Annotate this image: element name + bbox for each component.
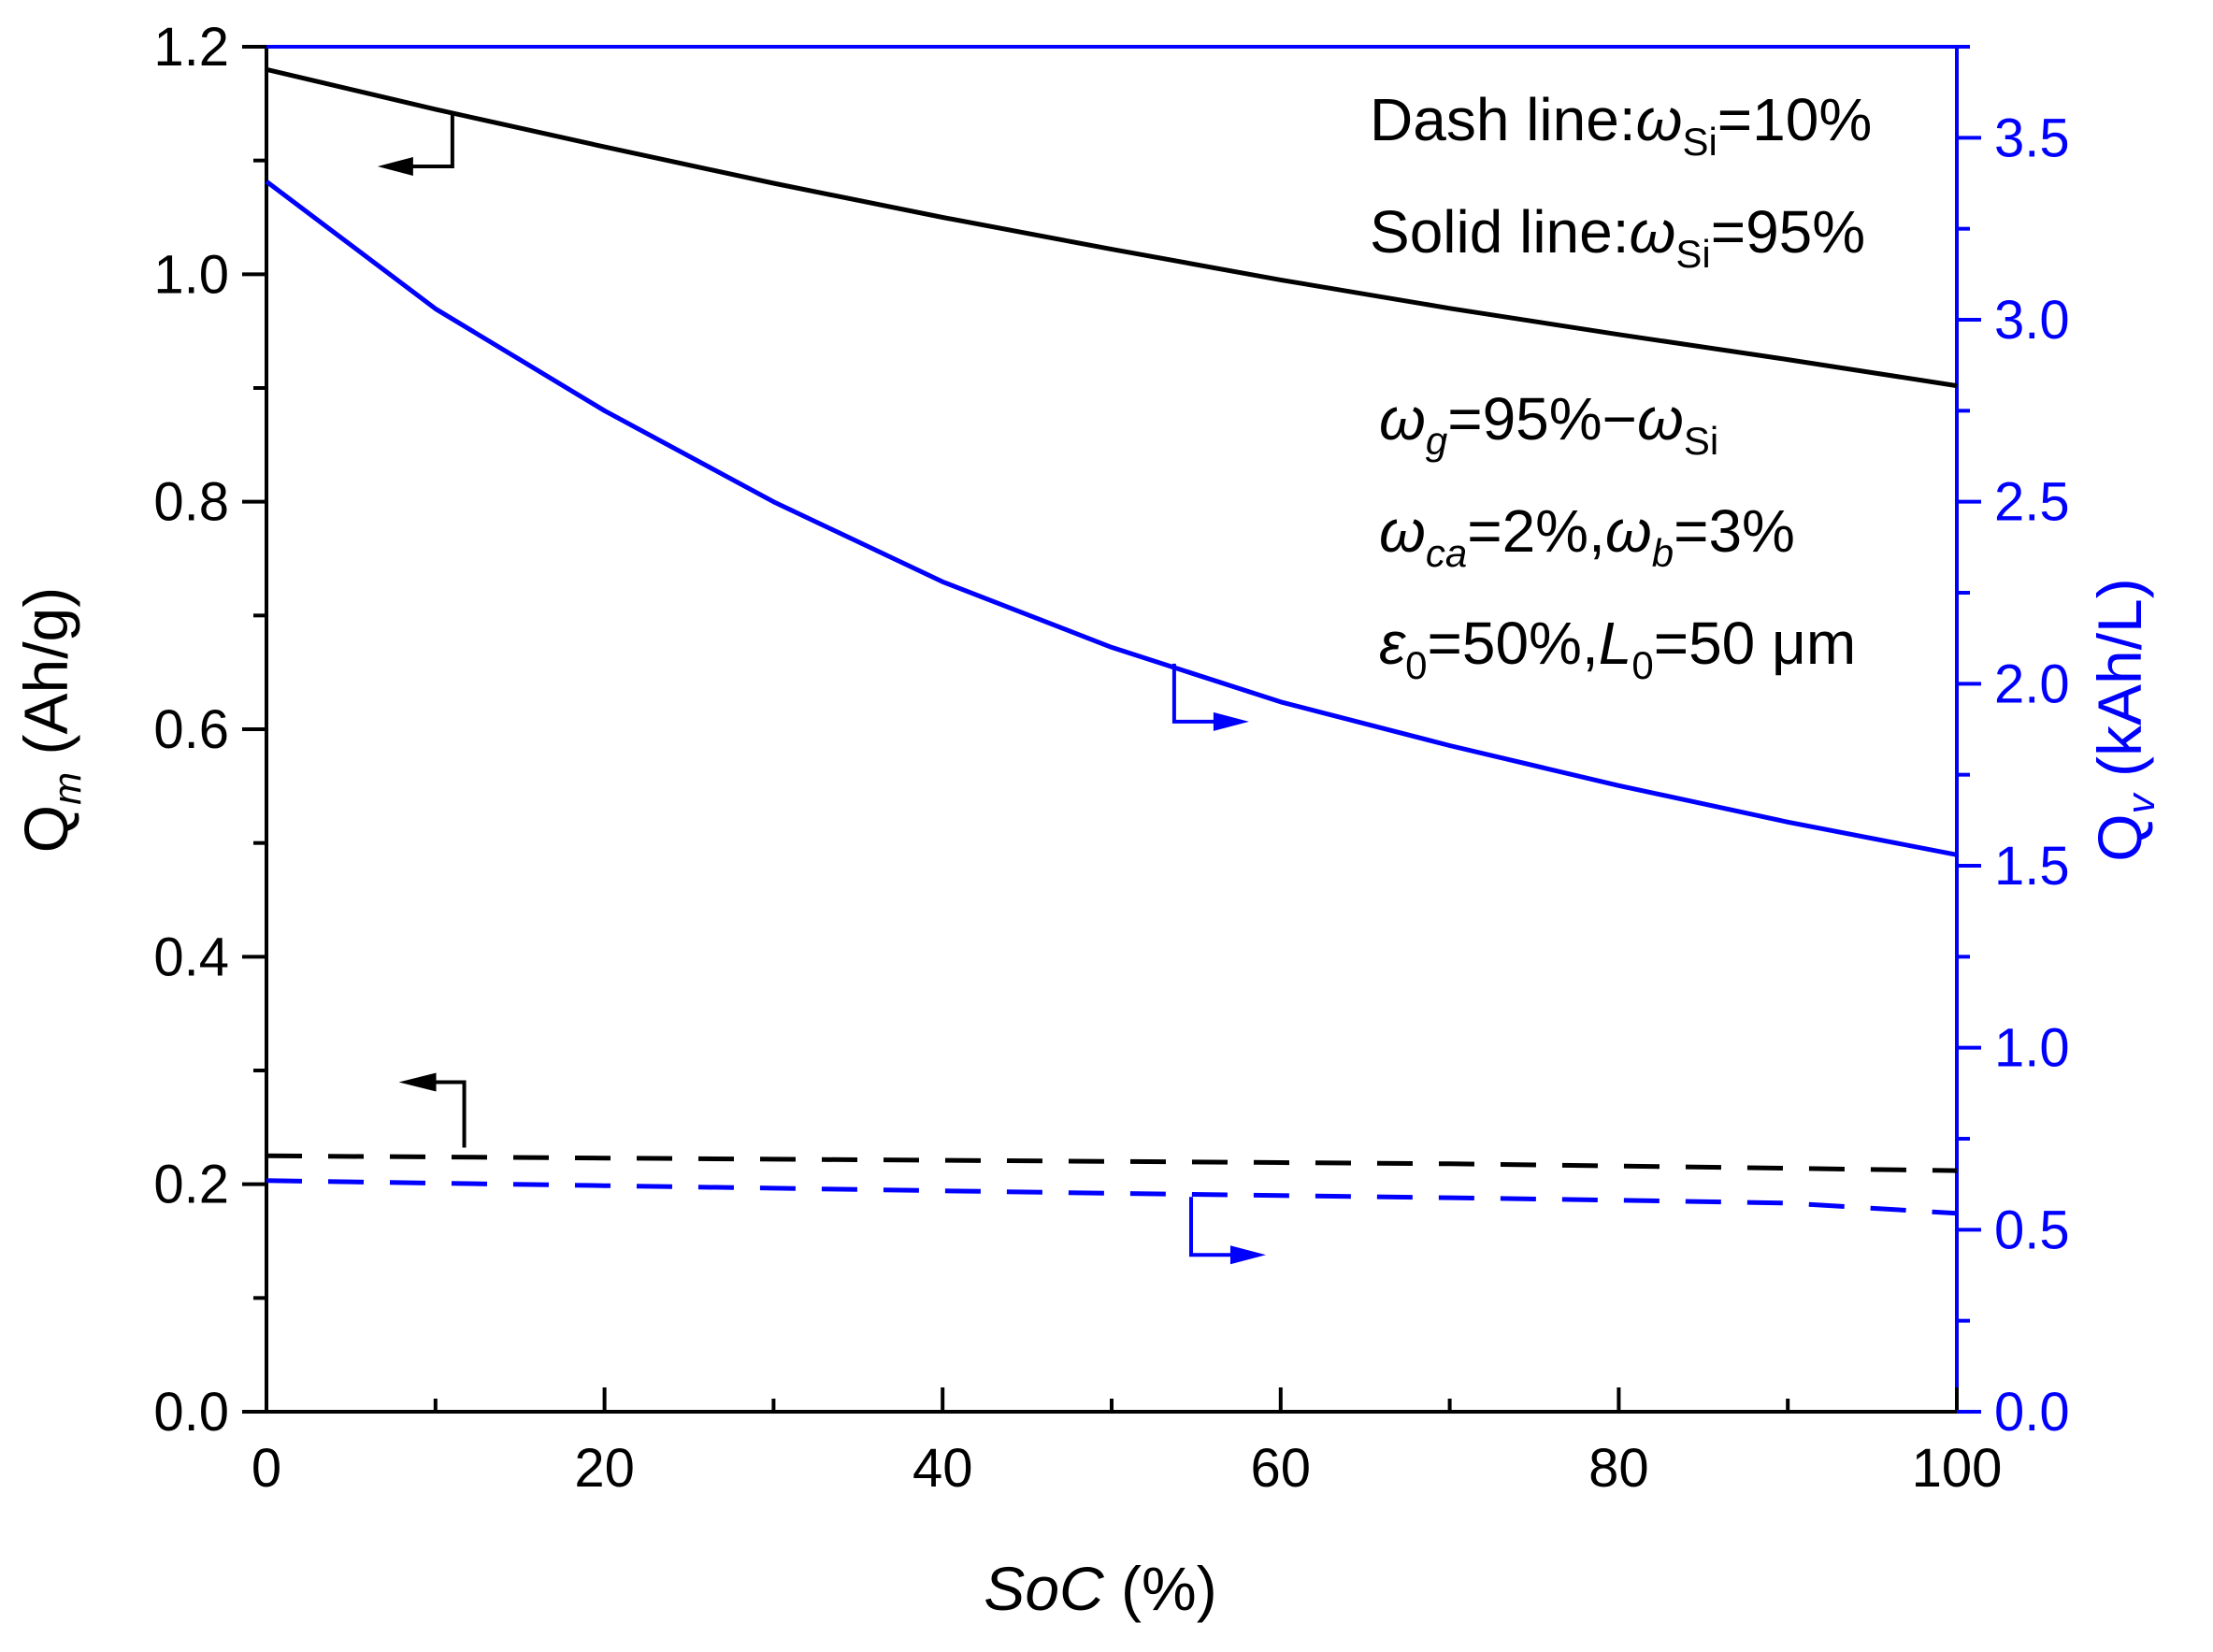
arrow-shaft	[422, 1080, 467, 1148]
y-right-tick-label: 2.5	[1994, 472, 2070, 533]
axes: 0 20 40 60 80 1000.00.20.40.60.81.01.20.00.51…	[153, 17, 2069, 1499]
x-tick-label: 100	[1912, 1438, 2003, 1499]
axis-indicator-arrows	[377, 113, 1266, 1265]
x-tick-label: 60	[1251, 1438, 1312, 1499]
series-line-3	[266, 1153, 1958, 1173]
arrow-dash-qv-right	[1188, 1197, 1266, 1265]
x-axis-title: SoC (%)	[984, 1554, 1216, 1623]
x-tick-label: 0	[251, 1438, 281, 1499]
y-left-tick-label: 1.2	[153, 17, 229, 78]
arrow-shaft	[1171, 663, 1230, 724]
x-tick-label: 80	[1588, 1438, 1649, 1499]
x-tick-label: 20	[574, 1438, 635, 1499]
y-left-tick-label: 0.6	[153, 699, 229, 760]
y-right-tick-label: 3.0	[1994, 290, 2070, 351]
arrow-head	[377, 157, 413, 176]
y-left-axis-title: Qm (Ah/g)	[11, 587, 89, 853]
series-line-1	[266, 66, 1958, 389]
annotation-omega-g: ωg=95%−ωSi	[1379, 385, 1718, 463]
y-left-tick-label: 0.4	[153, 927, 229, 987]
annotation-epsilon-L: ε0=50%,L0=50 μm	[1379, 610, 1856, 687]
y-right-tick-label: 0.0	[1994, 1382, 2070, 1443]
x-tick-label: 40	[913, 1438, 973, 1499]
y-left-tick-label: 0.2	[153, 1155, 229, 1215]
y-right-tick-label: 1.0	[1994, 1018, 2070, 1079]
y-right-axis-title: Qv (kAh/L)	[2085, 578, 2163, 861]
annotation-omega-ca-b: ωca=2%,ωb=3%	[1379, 497, 1795, 575]
arrow-dash-qm-left	[398, 1072, 467, 1148]
y-left-tick-label: 0.0	[153, 1382, 229, 1443]
y-left-tick-label: 0.8	[153, 472, 229, 533]
annotation-solid-line: Solid line:ωSi=95%	[1370, 198, 1865, 276]
annotation-block: Dash line:ωSi=10% Solid line:ωSi=95% ωg=…	[1370, 86, 1872, 687]
arrow-head	[1213, 711, 1249, 731]
arrow-shaft	[395, 113, 454, 168]
y-right-tick-label: 2.0	[1994, 654, 2070, 714]
y-right-tick-label: 0.5	[1994, 1199, 2070, 1260]
series-line-2	[265, 180, 1958, 857]
y-left-tick-label: 1.0	[153, 244, 229, 305]
arrow-shaft	[1188, 1197, 1247, 1257]
series-layer	[265, 66, 1958, 1216]
y-right-tick-label: 3.5	[1994, 108, 2070, 168]
y-right-tick-label: 1.5	[1994, 836, 2070, 897]
arrow-head	[1229, 1245, 1266, 1265]
annotation-dash-line: Dash line:ωSi=10%	[1370, 86, 1872, 164]
arrow-solid-qm-left	[377, 113, 454, 176]
arrow-head	[398, 1072, 437, 1092]
arrow-solid-qv-right	[1171, 663, 1249, 731]
series-line-4	[266, 1178, 1958, 1216]
